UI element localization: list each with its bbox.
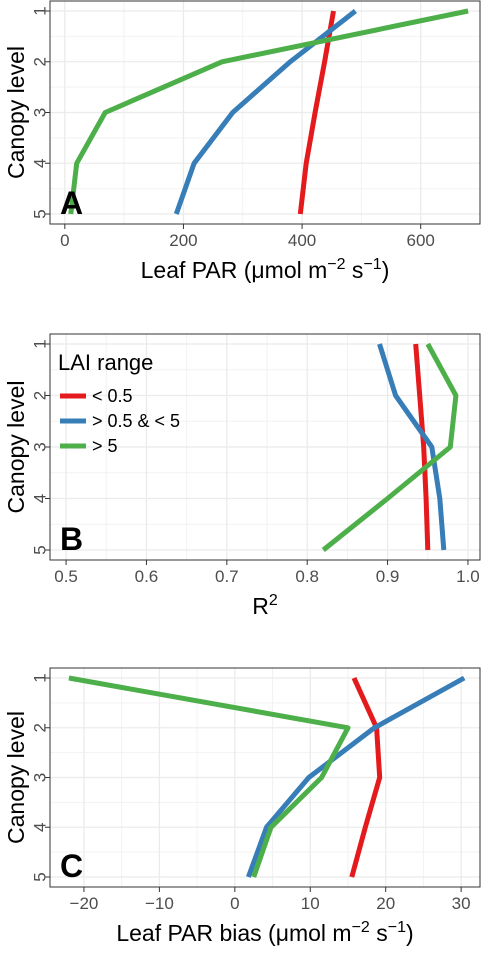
legend-label: > 0.5 & < 5: [92, 411, 180, 431]
y-tick-label: 4: [31, 159, 50, 168]
y-tick-label: 4: [31, 823, 50, 832]
x-tick-label: 30: [452, 894, 471, 913]
y-axis-title: Canopy level: [3, 381, 29, 514]
legend-label: > 5: [92, 436, 118, 456]
x-tick-label: −10: [145, 894, 174, 913]
y-tick-label: 2: [31, 391, 50, 400]
series-line--0-5-5: [246, 675, 466, 878]
series-line--0-5: [349, 676, 383, 878]
y-tick-label: 1: [31, 339, 50, 348]
x-tick-label: 10: [301, 894, 320, 913]
y-tick-label: 3: [31, 108, 50, 117]
y-tick-label: 2: [31, 57, 50, 66]
series-line--0-5: [297, 10, 336, 215]
x-tick-label: 400: [288, 231, 316, 250]
x-tick-label: 0: [230, 894, 239, 913]
panel-letter: C: [60, 848, 83, 884]
x-tick-label: 0.7: [215, 567, 239, 586]
panel-letter: B: [60, 521, 83, 557]
panel-c: −20 −10 0 10 20 30 1 2 3 4 5 Leaf PAR bias (μmol m−…: [3, 667, 481, 946]
y-axis-title: Canopy level: [3, 46, 29, 179]
x-tick-label: 200: [169, 231, 197, 250]
x-tick-label: −20: [70, 894, 99, 913]
y-tick-label: 1: [31, 673, 50, 682]
x-axis-title: Leaf PAR (μmol m−2 s−1): [141, 256, 390, 283]
y-tick-label: 3: [31, 442, 50, 451]
y-tick-label: 5: [31, 545, 50, 554]
y-tick-label: 5: [31, 872, 50, 881]
x-tick-label: 0.9: [376, 567, 400, 586]
series-line--0-5: [413, 343, 431, 551]
panel-b: 0.5 0.6 0.7 0.8 0.9 1.0 1 2 3 4 5 R2 Canopy level B: [3, 333, 481, 619]
y-tick-label: 2: [31, 723, 50, 732]
x-axis-title: R2: [252, 592, 278, 619]
series-line--0-5-5: [377, 343, 447, 551]
legend: LAI range < 0.5 > 0.5 & < 5 > 5: [58, 350, 180, 456]
legend-label: < 0.5: [92, 386, 133, 406]
series-line--5: [68, 8, 469, 215]
x-tick-label: 0.5: [54, 567, 78, 586]
y-tick-label: 1: [31, 6, 50, 15]
legend-title: LAI range: [58, 350, 153, 375]
series-line--5: [321, 342, 459, 552]
y-tick-label: 4: [31, 494, 50, 503]
x-axis-title: Leaf PAR bias (μmol m−2 s−1): [116, 919, 413, 946]
panel-letter: A: [60, 185, 83, 221]
x-tick-label: 0.6: [135, 567, 159, 586]
series-line--5: [68, 675, 351, 878]
x-tick-label: 0.8: [295, 567, 319, 586]
x-tick-label: 0: [60, 231, 69, 250]
x-tick-label: 1.0: [456, 567, 480, 586]
x-tick-label: 600: [407, 231, 435, 250]
x-tick-label: 20: [376, 894, 395, 913]
y-tick-label: 5: [31, 209, 50, 218]
panel-a: 0 200 400 600 1 2 3 4 5 Leaf PAR (μmol m−2 s−1) Ca…: [3, 0, 481, 283]
y-axis-title: Canopy level: [3, 711, 29, 844]
y-tick-label: 3: [31, 773, 50, 782]
